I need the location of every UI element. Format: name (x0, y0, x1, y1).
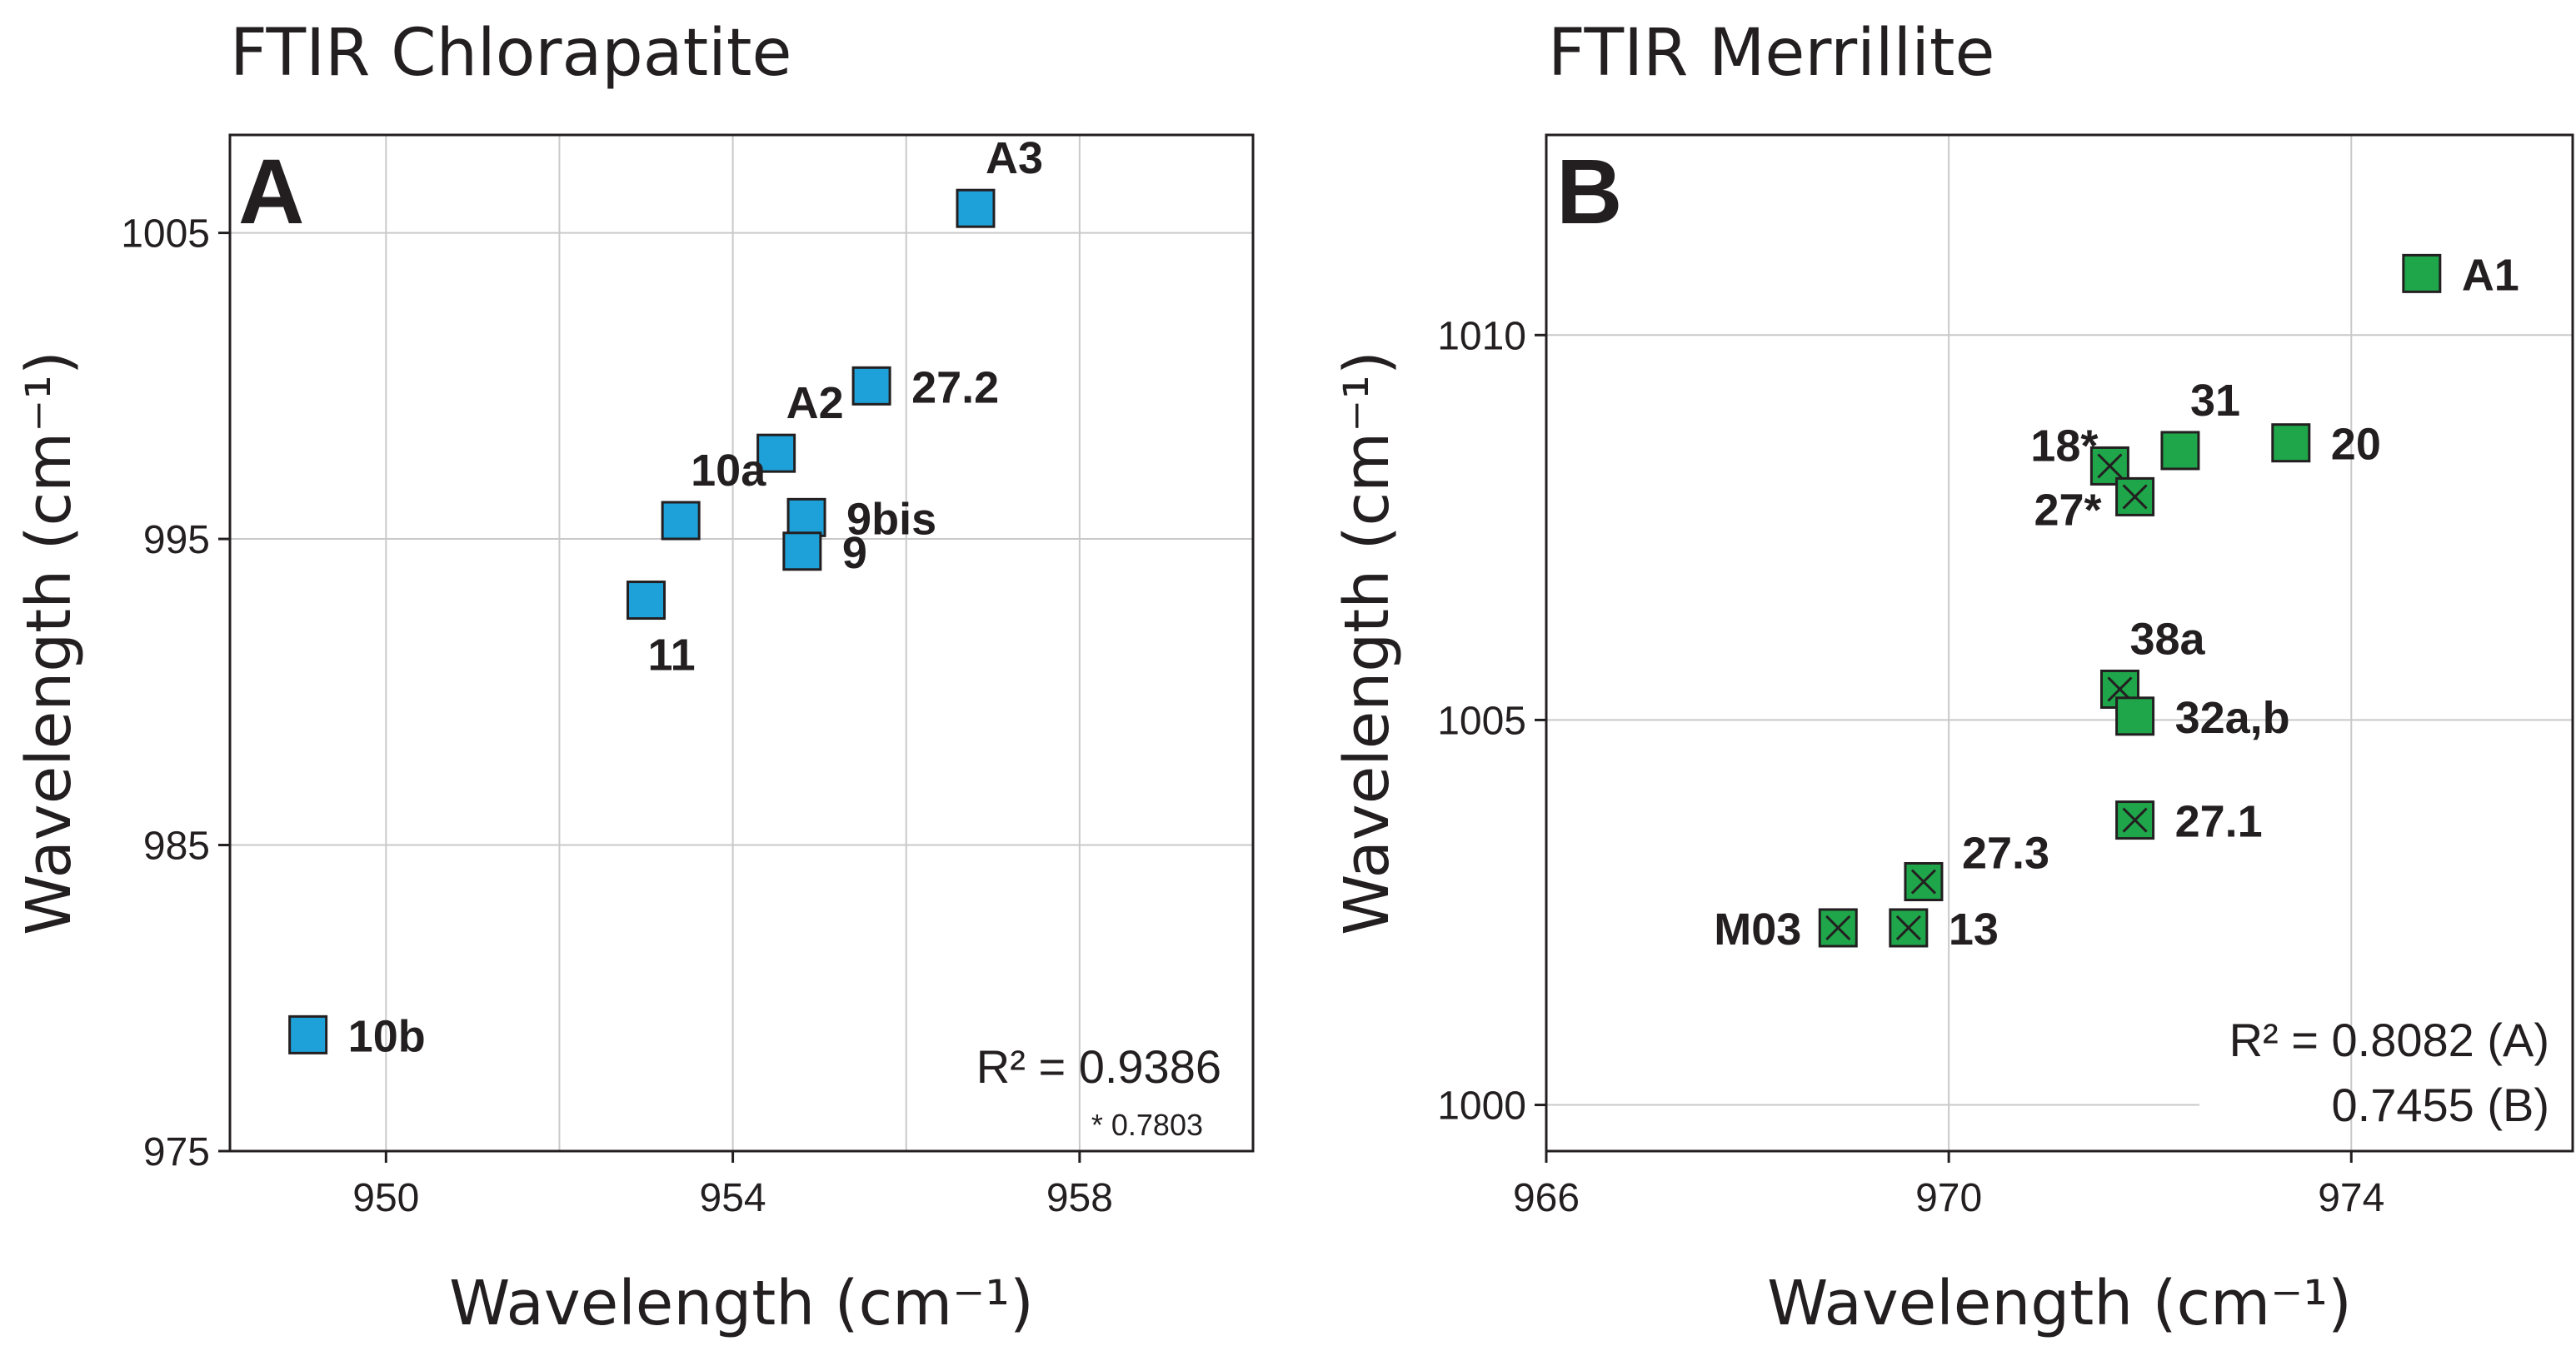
panel-b-point-label: M03 (1714, 905, 1801, 955)
panel-a-point-marker (756, 433, 796, 473)
panel-b-r2-a: R² = 0.8082 (A) (2229, 1014, 2549, 1066)
panel-a-y-axis-label: Wavelength (cm⁻¹) (13, 351, 85, 935)
panel-a-point-marker (661, 501, 701, 541)
panel-a: FTIR Chlorapatite 950 954 958 975 985 995 1005… (13, 16, 1255, 1339)
panel-a-point-marker (956, 188, 996, 228)
panel-b-y-axis-label: Wavelength (cm⁻¹) (1331, 351, 1403, 935)
panel-a-point-label: 9 (842, 528, 867, 578)
panel-a-ticks: 950 954 958 975 985 995 1005 (121, 212, 1113, 1220)
panel-b-plot-area (1545, 133, 2574, 1153)
panel-a-grid (230, 135, 1253, 1151)
panel-b-point-cross (2107, 676, 2133, 702)
panel-a-letter: A (238, 141, 304, 243)
panel-a-x-tick-label: 954 (700, 1176, 766, 1220)
panel-a-y-tick-label: 975 (143, 1130, 210, 1174)
panel-a-r2: R² = 0.9386 (976, 1040, 1221, 1093)
panel-a-point-label: 10a (691, 446, 766, 496)
panel-b-x-tick-label: 974 (2318, 1176, 2384, 1220)
panel-b-point-label: 38a (2129, 614, 2205, 664)
panel-a-x-tick-label: 958 (1046, 1176, 1113, 1220)
panel-b-point-marker (2402, 253, 2442, 293)
panel-b-y-tick-label: 1010 (1437, 314, 1526, 358)
panel-b-point-cross (2122, 484, 2148, 510)
panel-b-ticks: 966 970 974 1000 1005 1010 (1437, 314, 2384, 1220)
panel-b-point-label: 18* (2030, 421, 2098, 471)
panel-b-x-tick-label: 970 (1915, 1176, 1982, 1220)
panel-a-r2-note: * 0.7803 (1091, 1108, 1203, 1142)
panel-b-title: FTIR Merrillite (1548, 16, 1994, 91)
panel-a-y-tick-label: 1005 (121, 212, 210, 257)
panel-a-title: FTIR Chlorapatite (230, 16, 791, 91)
panel-a-y-tick-label: 995 (143, 518, 210, 562)
panel-b-point-marker (2271, 423, 2311, 463)
panel-a-plot-area (228, 133, 1255, 1153)
panel-b-point-label: A1 (2462, 250, 2519, 300)
panel-b-point-label: 27* (2034, 485, 2101, 535)
panel-b-point-marker (2160, 431, 2200, 471)
panel-a-point-marker (627, 581, 666, 621)
panel-b-point-label: 27.3 (1962, 829, 2049, 879)
panel-a-point-label: A3 (986, 133, 1043, 183)
panel-b-point-cross (2097, 453, 2123, 479)
panel-a-point-marker (782, 531, 822, 571)
panel-b-points: A1 20 31 18* 27* 38a 32a,b 27.1 27.3 13 M03 (1714, 250, 2519, 955)
panel-b-point-label: 20 (2331, 420, 2381, 470)
panel-a-point-marker (288, 1014, 328, 1054)
panel-a-point-label: 10b (348, 1011, 426, 1061)
panel-b-point-cross (1895, 915, 1921, 941)
panel-b-point-label: 32a,b (2175, 693, 2290, 743)
panel-b-x-tick-label: 966 (1513, 1176, 1580, 1220)
panel-a-x-axis-label: Wavelength (cm⁻¹) (449, 1268, 1034, 1339)
panel-b-point-label: 13 (1949, 905, 1999, 955)
panel-b-point-marker (2115, 696, 2155, 736)
panel-b-letter: B (1556, 141, 1622, 243)
panel-a-point-label: 11 (648, 631, 696, 680)
panel-b-grid (1546, 135, 2573, 1151)
panel-b-r2-b: 0.7455 (B) (2332, 1079, 2550, 1131)
panel-a-y-tick-label: 985 (143, 825, 210, 869)
panel-a-point-label: 9bis (846, 494, 936, 544)
panel-a-point-label: 27.2 (911, 362, 999, 412)
panel-b-x-axis-label: Wavelength (cm⁻¹) (1767, 1268, 2352, 1339)
panel-a-point-marker (851, 366, 891, 406)
panel-b-point-label: 27.1 (2175, 797, 2263, 847)
panel-b-point-cross (1825, 915, 1851, 941)
panel-b-point-cross (2122, 807, 2148, 833)
panel-a-point-label: A2 (786, 378, 844, 428)
panel-b-point-cross (1910, 869, 1937, 895)
panel-b-point-label: 31 (2190, 376, 2240, 426)
panel-a-point-marker (786, 497, 826, 537)
panel-a-x-tick-label: 950 (352, 1176, 419, 1220)
panel-b-y-tick-label: 1005 (1437, 699, 1526, 743)
panel-b-y-tick-label: 1000 (1437, 1084, 1526, 1129)
